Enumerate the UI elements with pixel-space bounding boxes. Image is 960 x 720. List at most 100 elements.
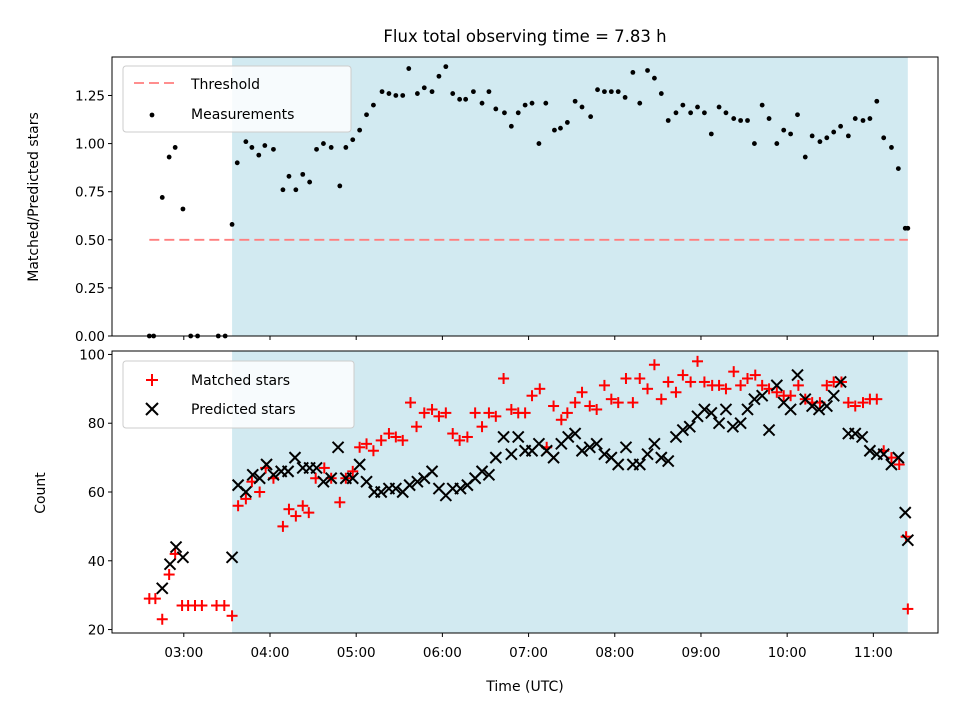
predicted-star-point [698,403,711,416]
matched-star-point [483,407,495,419]
bottom-ytick-label-2: 60 [88,485,105,501]
predicted-star-diag-b [267,468,280,482]
predicted-star-point [324,472,338,485]
predicted-star-point [331,441,345,454]
measurement-point [471,89,476,95]
measurement-point [838,123,844,129]
measurement-point [795,112,800,118]
predicted-star-diag-b [633,458,646,471]
measurement-point [867,116,873,121]
matched-star-point [893,458,905,470]
legend-predicted-label: Predicted stars [191,402,296,418]
predicted-star-point [899,506,912,519]
measurement-point [529,100,535,106]
predicted-star-diag-b [827,389,840,402]
legend-matched-label: Matched stars [191,373,290,389]
bottom-legend: Matched stars Predicted stars [122,360,355,429]
matched-star-point [569,397,581,409]
measurement-point [502,110,507,116]
matched-star-point [283,503,295,515]
predicted-star-diag-b [712,417,726,430]
predicted-star-point [827,389,840,402]
predicted-star-point [590,437,603,451]
matched-star-point [720,383,732,395]
measurement-point [536,141,542,146]
measurement-point [680,102,686,108]
measurement-point [249,145,255,150]
predicted-star-diag-b [425,465,439,478]
matched-star-point [821,379,833,391]
measurement-point [595,87,600,93]
predicted-star-diag-b [676,423,690,437]
predicted-star-point [770,379,784,392]
measurement-point [543,100,549,106]
measurement-point [314,146,319,152]
matched-star-point [354,441,366,453]
predicted-star-point [748,392,761,406]
matched-star-point [196,599,208,611]
predicted-star-point [225,551,239,564]
measurement-point [608,89,614,95]
predicted-star-diag-b [389,482,403,495]
predicted-star-diag-b [641,447,654,461]
measurement-point [622,95,628,100]
measurement-point [321,141,326,146]
matched-star-point [555,414,567,426]
measurement-point [443,64,449,70]
predicted-star-diag-b [360,475,373,488]
predicted-star-diag-b [568,427,582,440]
predicted-star-point [612,458,625,471]
measurement-point [738,118,744,123]
matched-star-point [254,486,266,498]
predicted-star-point [260,458,273,471]
predicted-star-point [719,403,733,416]
top-ytick-label-1: 0.25 [75,281,105,297]
measurement-point [280,187,286,193]
matched-star-point [433,410,445,422]
matched-star-point [849,400,861,412]
predicted-star-point [411,475,424,488]
measurement-point [716,104,722,110]
matched-star-point [728,366,740,378]
predicted-star-diag-b [231,478,245,492]
matched-star-point [240,493,252,505]
measurement-point [752,141,757,146]
predicted-star-point [163,558,177,571]
predicted-star-diag-b [432,482,446,495]
predicted-star-point [497,430,510,444]
measurement-point [337,183,343,189]
bottom-x-axis: 03:00 04:00 05:00 06:00 07:00 08:00 09:00 10:00… [164,633,893,661]
predicted-star-diag-b [598,447,611,461]
top-ytick-label-0: 0.00 [75,329,105,345]
bottom-legend-box [122,360,355,429]
predicted-star-diag-b [547,451,560,464]
x-tick-label-0: 03:00 [164,645,203,661]
predicted-star-diag-b [260,458,273,471]
measurement-point [688,110,694,116]
measurement-point [658,91,664,96]
predicted-star-diag-b [877,447,890,461]
predicted-star-diag-b [849,427,862,440]
x-axis-label: Time (UTC) [485,679,563,695]
predicted-star-point [267,468,280,482]
measurement-point [695,104,700,110]
top-y-axis: 0.00 0.25 0.50 0.75 1.00 1.25 [75,88,112,345]
measurement-point [588,114,594,120]
measurement-point [564,120,570,125]
matched-star-point [163,569,175,581]
legend-matched-swatch [146,374,158,386]
measurement-point [307,179,313,185]
matched-star-point [561,407,573,419]
measurement-point [665,118,671,123]
measurement-point [414,91,420,96]
matched-star-point [742,373,754,385]
matched-star-point [842,397,854,409]
measurement-point [286,173,292,179]
predicted-star-diag-b [346,472,359,485]
measurement-point [463,96,469,102]
matched-star-point [655,393,667,405]
predicted-star-point [662,454,675,468]
predicted-star-diag-b [225,551,239,564]
predicted-star-point [755,389,769,402]
matched-star-point [383,428,395,440]
